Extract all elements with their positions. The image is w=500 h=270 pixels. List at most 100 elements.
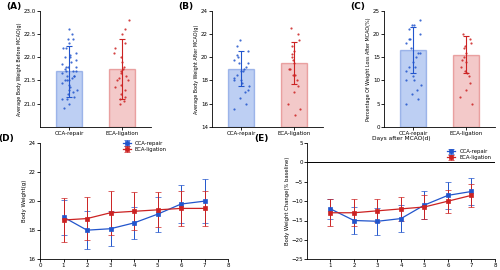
Point bbox=[466, 81, 474, 85]
Point bbox=[408, 92, 416, 97]
Point bbox=[59, 46, 67, 50]
Point bbox=[416, 18, 424, 22]
Point bbox=[406, 64, 413, 69]
Point bbox=[116, 102, 124, 106]
Point bbox=[237, 69, 245, 73]
Title: Days after MCAO(d): Days after MCAO(d) bbox=[372, 136, 430, 141]
Legend: CCA-repair, ECA-ligation: CCA-repair, ECA-ligation bbox=[122, 140, 168, 153]
Point bbox=[66, 60, 74, 64]
Legend: CCA-repair, ECA-ligation: CCA-repair, ECA-ligation bbox=[446, 148, 492, 161]
Point bbox=[68, 76, 76, 80]
Bar bbox=[400, 50, 426, 127]
Point bbox=[405, 36, 413, 41]
Point bbox=[244, 61, 252, 65]
Point bbox=[63, 74, 71, 78]
Point bbox=[402, 41, 410, 45]
Point bbox=[406, 36, 413, 41]
Point bbox=[65, 102, 73, 106]
Point bbox=[125, 18, 133, 22]
Point bbox=[62, 64, 70, 69]
Point bbox=[70, 94, 78, 99]
Point bbox=[244, 87, 252, 92]
Bar bbox=[56, 71, 82, 127]
Point bbox=[60, 106, 68, 110]
Point bbox=[234, 55, 241, 59]
Point bbox=[409, 60, 417, 64]
Point bbox=[66, 41, 74, 45]
Bar bbox=[228, 69, 254, 127]
Point bbox=[121, 94, 129, 99]
Point bbox=[116, 83, 124, 87]
Point bbox=[416, 83, 424, 87]
Point bbox=[122, 87, 130, 92]
Y-axis label: Body Weight(g): Body Weight(g) bbox=[22, 180, 28, 222]
Point bbox=[230, 78, 237, 83]
Point bbox=[290, 73, 298, 77]
Point bbox=[409, 74, 417, 78]
Point bbox=[290, 90, 298, 94]
Point bbox=[232, 43, 240, 48]
Point bbox=[402, 78, 409, 83]
Point bbox=[64, 27, 72, 32]
Point bbox=[290, 61, 298, 65]
Point bbox=[70, 74, 78, 78]
Point bbox=[237, 78, 245, 83]
Point bbox=[290, 113, 298, 117]
Point bbox=[466, 36, 474, 41]
Point bbox=[284, 102, 292, 106]
Point bbox=[460, 55, 468, 59]
Point bbox=[296, 107, 304, 112]
Point bbox=[124, 78, 132, 83]
Point bbox=[414, 50, 422, 55]
Point bbox=[116, 55, 124, 59]
Point bbox=[461, 43, 469, 48]
Point bbox=[410, 64, 418, 69]
Point bbox=[116, 71, 124, 76]
Point bbox=[410, 23, 418, 27]
Point bbox=[120, 99, 128, 103]
Point bbox=[288, 43, 296, 48]
Point bbox=[63, 78, 71, 83]
Point bbox=[116, 97, 124, 101]
Bar bbox=[452, 55, 479, 127]
Point bbox=[402, 102, 410, 106]
Point bbox=[238, 69, 246, 73]
Point bbox=[58, 62, 66, 66]
Point bbox=[408, 23, 416, 27]
Point bbox=[61, 55, 69, 59]
Point bbox=[456, 94, 464, 99]
Point bbox=[458, 58, 466, 62]
Text: (B): (B) bbox=[178, 2, 194, 11]
Point bbox=[240, 67, 248, 71]
Point bbox=[112, 46, 120, 50]
Point bbox=[58, 71, 66, 76]
Point bbox=[238, 81, 246, 85]
Bar bbox=[280, 63, 307, 127]
Point bbox=[58, 97, 66, 101]
Point bbox=[116, 69, 124, 73]
Point bbox=[70, 74, 78, 78]
Point bbox=[66, 53, 74, 57]
Point bbox=[462, 87, 470, 92]
Point bbox=[234, 73, 241, 77]
Point bbox=[286, 67, 294, 71]
Point bbox=[242, 64, 250, 69]
Point bbox=[414, 97, 422, 101]
Y-axis label: Average Body Weight After MCAO(g): Average Body Weight After MCAO(g) bbox=[194, 24, 200, 114]
Point bbox=[72, 58, 80, 62]
Point bbox=[412, 55, 420, 59]
Point bbox=[120, 67, 128, 71]
Y-axis label: Average Body Weight Before MCAO(g): Average Body Weight Before MCAO(g) bbox=[17, 22, 22, 116]
Text: (C): (C) bbox=[350, 2, 366, 11]
Point bbox=[66, 55, 74, 59]
Point bbox=[464, 74, 472, 78]
Point bbox=[292, 78, 300, 83]
Point bbox=[287, 26, 295, 31]
Point bbox=[122, 74, 130, 78]
Point bbox=[462, 50, 469, 55]
Point bbox=[468, 41, 475, 45]
Point bbox=[68, 90, 76, 94]
Point bbox=[65, 83, 73, 87]
Point bbox=[118, 92, 126, 97]
Y-axis label: Percentage Of Weight Loss After MCAO(%): Percentage Of Weight Loss After MCAO(%) bbox=[366, 17, 372, 121]
